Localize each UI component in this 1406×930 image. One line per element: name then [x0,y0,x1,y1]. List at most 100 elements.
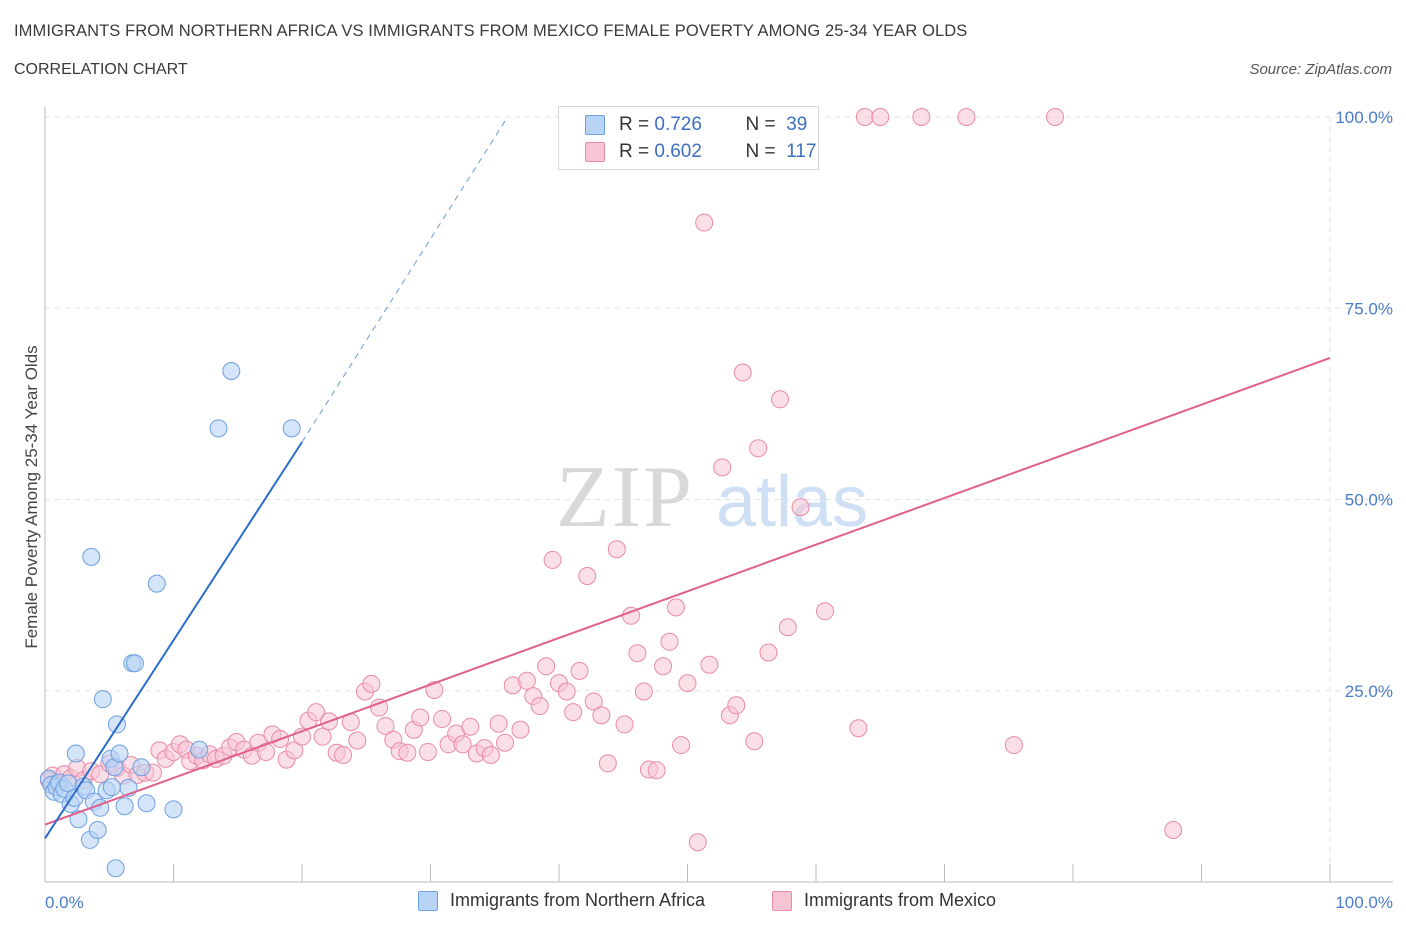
mexico-point [700,655,719,674]
northern-africa-points [39,361,301,878]
y-tick-label: 25.0% [1345,682,1393,701]
northern-africa-point [93,690,112,709]
y-tick-label: 50.0% [1345,491,1393,510]
legend-label-mexico: Immigrants from Mexico [804,890,997,910]
tick-labels: 25.0% 50.0% 75.0% 100.0% 0.0% 100.0% [45,108,1393,912]
mexico-point [564,703,583,722]
mexico-point [672,736,691,755]
northern-africa-point [147,574,166,593]
mexico-point [628,644,647,663]
mexico-point [578,567,597,585]
mexico-point [660,632,679,651]
mexico-point [749,439,768,458]
northern-africa-point [115,797,134,816]
northern-africa-trend-line [44,441,303,839]
mexico-points [39,108,1183,852]
mexico-point [1164,820,1183,839]
legend-r-value: 0.602 [654,141,702,162]
watermark: ZIP atlas [556,449,868,546]
northern-africa-point [222,361,241,380]
legend-n-label: N = [745,141,776,162]
mexico-point [1004,736,1023,755]
legend-n-value: 117 [786,141,817,162]
mexico-point [815,602,834,621]
mexico-point [771,390,790,409]
mexico-point [584,692,603,711]
legend-swatch-pink [585,142,605,162]
chart-subtitle: CORRELATION CHART [14,61,188,78]
mexico-point [607,540,626,559]
mexico-point [348,731,367,750]
mexico-point [557,682,576,701]
legend-row-northern-africa: R = 0.726 N = 39 [585,113,807,137]
mexico-point [745,732,764,751]
mexico-point [496,733,515,752]
northern-africa-point [106,859,125,878]
mexico-point [647,761,666,780]
mexico-point [871,108,890,126]
y-axis-label: Female Poverty Among 25-34 Year Olds [22,345,41,648]
northern-africa-point [209,419,228,438]
legend-swatch-pink [772,890,792,911]
mexico-point [433,710,452,729]
mexico-point [957,108,976,126]
legend-r-value: 0.726 [654,114,702,135]
mexico-point [759,643,778,662]
mexico-point [453,735,472,754]
x-tick-label: 100.0% [1335,893,1393,912]
mexico-point [543,550,562,569]
mexico-point [481,746,500,765]
mexico-point [370,698,389,717]
x-tick-label: 0.0% [45,893,84,912]
mexico-point [678,674,697,693]
legend-swatch-blue [418,890,438,911]
northern-africa-point [66,744,85,763]
legend-item-northern-africa: Immigrants from Northern Africa [418,890,705,911]
northern-africa-trend-extension [301,116,509,443]
trend-lines [44,116,1331,839]
mexico-point [912,108,931,126]
watermark-atlas: atlas [716,462,868,542]
northern-africa-point [164,800,183,819]
series-legend: Immigrants from Northern Africa Immigran… [0,890,1406,916]
mexico-point [418,742,437,761]
legend-n-label: N = [745,114,776,135]
mexico-point [695,213,714,232]
northern-africa-point [88,820,107,839]
legend-r-label: R = [619,114,650,135]
mexico-point [654,657,673,676]
mexico-point [791,498,810,517]
northern-africa-point [102,778,121,797]
mexico-point [570,661,589,680]
mexico-point [855,108,874,126]
mexico-point [461,717,480,736]
mexico-point [598,754,617,773]
legend-n-value: 39 [786,114,808,135]
legend-item-mexico: Immigrants from Mexico [772,890,996,911]
legend-r-label: R = [619,141,650,162]
northern-africa-point [282,419,301,438]
mexico-point [285,741,304,760]
mexico-point [362,674,381,693]
correlation-legend: R = 0.726 N = 39 R = 0.602 N = 117 [558,106,819,170]
mexico-point [778,618,797,637]
mexico-point [489,714,508,733]
mexico-point [688,833,707,852]
mexico-point [537,657,556,676]
mexico-point [398,743,417,762]
mexico-point [511,720,530,739]
source-label: Source: ZipAtlas.com [1249,61,1392,78]
northern-africa-point [82,547,101,566]
mexico-point [517,671,536,690]
northern-africa-point [137,794,156,813]
mexico-point [666,598,685,617]
chart-title: IMMIGRANTS FROM NORTHERN AFRICA VS IMMIG… [14,22,968,40]
mexico-point [634,682,653,701]
legend-swatch-blue [585,115,605,135]
northern-africa-point [132,758,151,777]
northern-africa-point [190,740,209,759]
mexico-point [307,703,326,722]
mexico-point [733,363,752,382]
mexico-point [592,706,611,725]
